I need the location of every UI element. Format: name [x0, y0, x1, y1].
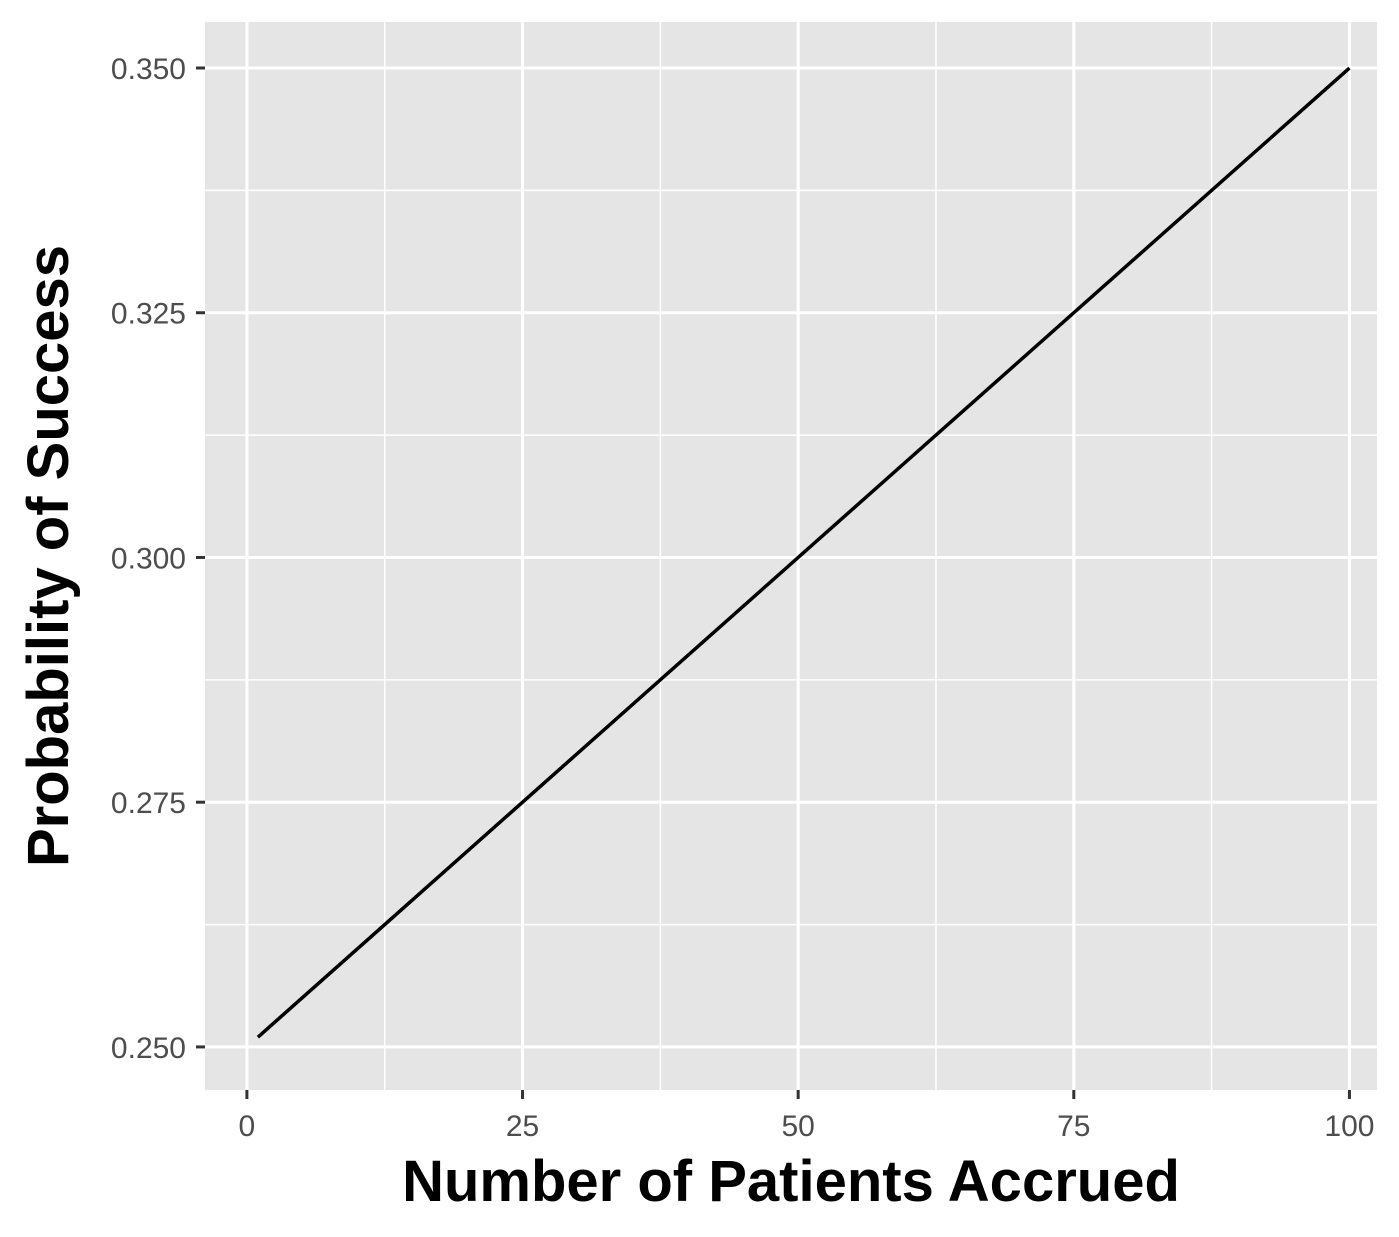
x-tick-label: 50 — [781, 1110, 814, 1143]
y-axis: 0.250 0.275 0.300 0.325 0.350 — [111, 53, 205, 1065]
x-tick-label: 25 — [506, 1110, 539, 1143]
x-tick-label: 100 — [1324, 1110, 1374, 1143]
y-tick-label: 0.350 — [111, 53, 186, 86]
x-axis-title: Number of Patients Accrued — [402, 1149, 1180, 1214]
x-tick-label: 75 — [1057, 1110, 1090, 1143]
y-axis-title: Probability of Success — [16, 245, 81, 867]
series-line — [256, 66, 1351, 1039]
y-tick-label: 0.275 — [111, 787, 186, 820]
series-layer — [256, 66, 1351, 1039]
x-tick-label: 0 — [239, 1110, 256, 1143]
x-axis: 0 25 50 75 100 — [239, 1090, 1374, 1143]
y-tick-label: 0.300 — [111, 542, 186, 575]
y-tick-label: 0.325 — [111, 298, 186, 331]
y-tick-label: 0.250 — [111, 1032, 186, 1065]
